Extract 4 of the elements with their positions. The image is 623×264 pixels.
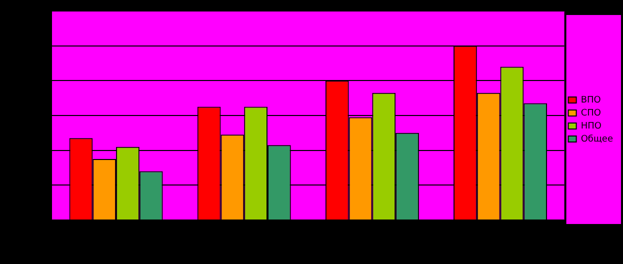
- legend-label: ВПО: [580, 95, 601, 106]
- legend-label: Общее: [580, 134, 614, 144]
- legend-label: НПО: [580, 121, 602, 132]
- legend-label: СПО: [580, 108, 601, 118]
